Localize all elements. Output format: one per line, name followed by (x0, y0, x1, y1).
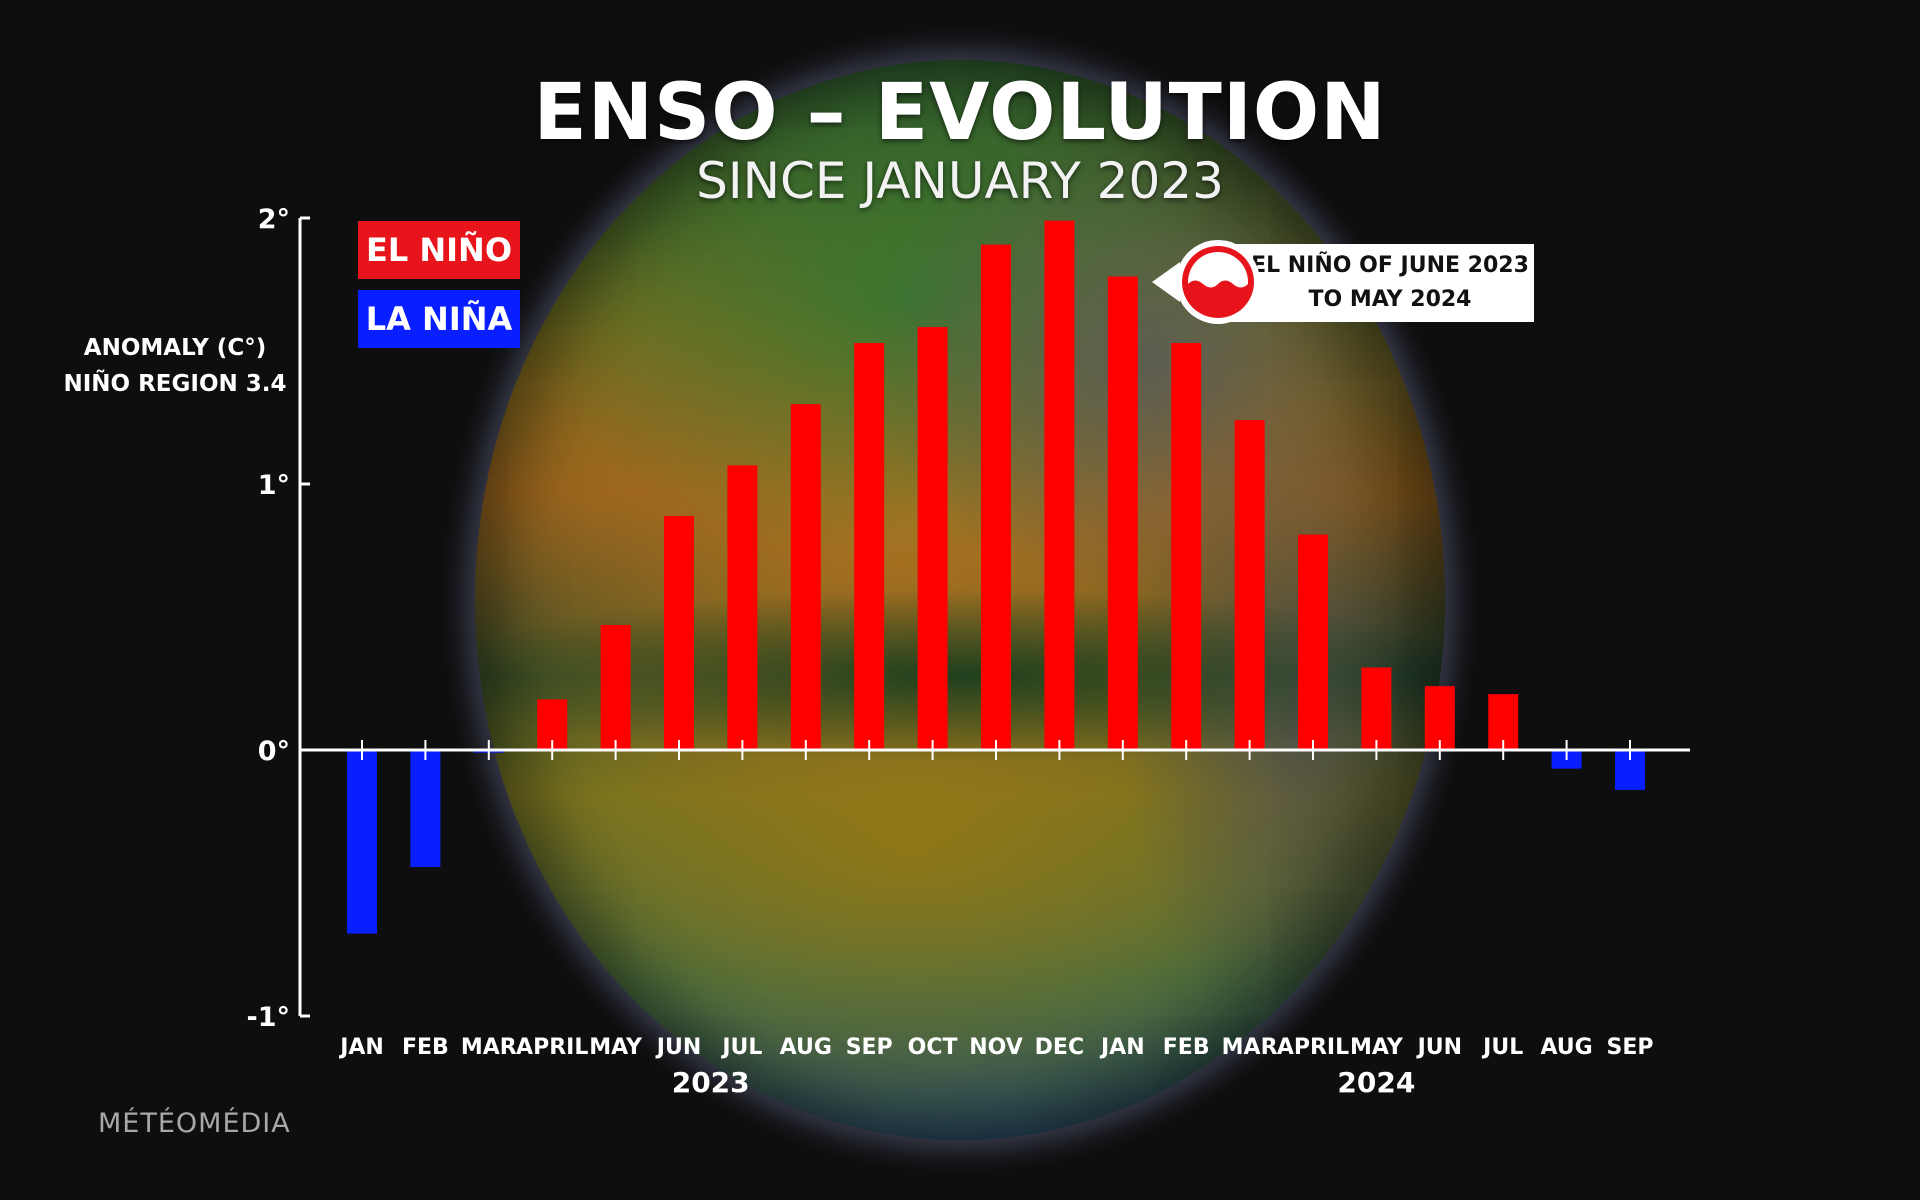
chart-subtitle: SINCE JANUARY 2023 (696, 152, 1224, 210)
x-tick-label-18: JUL (1481, 1035, 1523, 1060)
x-tick-label-9: OCT (908, 1035, 958, 1060)
x-tick-label-15: APRIL (1277, 1035, 1349, 1060)
el-nino-callout: EL NIÑO OF JUNE 2023 TO MAY 2024 (1150, 236, 1535, 324)
x-tick-label-10: NOV (969, 1035, 1023, 1060)
bar-1 (410, 750, 441, 868)
x-tick-label-0: JAN (338, 1035, 384, 1060)
x-tick-label-14: MAR (1222, 1035, 1278, 1060)
x-tick-label-5: JUN (655, 1035, 701, 1060)
y-axis-label-line-1: ANOMALY (C°) (83, 335, 267, 361)
callout-box: EL NIÑO OF JUNE 2023 TO MAY 2024 (1206, 244, 1534, 322)
bar-4 (600, 624, 631, 750)
bar-16 (1361, 667, 1392, 750)
y-tick-label: 0° (258, 736, 290, 767)
brand-logo: MÉTÉOMÉDIA (98, 1108, 291, 1139)
bar-6 (727, 465, 758, 750)
bar-11 (1044, 220, 1075, 750)
x-tick-label-6: JUL (720, 1035, 762, 1060)
bar-5 (664, 515, 694, 750)
x-tick-label-20: SEP (1607, 1035, 1654, 1060)
x-tick-label-16: MAY (1350, 1035, 1404, 1060)
x-tick-label-17: JUN (1416, 1035, 1462, 1060)
year-label-2023: 2023 (672, 1066, 750, 1099)
bar-13 (1171, 343, 1202, 750)
y-axis-label-line-2: NIÑO REGION 3.4 (63, 371, 287, 397)
bar-9 (917, 327, 948, 750)
callout-line-2: TO MAY 2024 (1308, 287, 1472, 312)
x-tick-label-8: SEP (846, 1035, 893, 1060)
callout-line-1: EL NIÑO OF JUNE 2023 (1251, 253, 1529, 278)
x-tick-label-7: AUG (780, 1035, 832, 1060)
x-tick-label-3: APRIL (516, 1035, 588, 1060)
year-label-2024: 2024 (1337, 1066, 1415, 1099)
ocean-wave-icon (1152, 240, 1260, 324)
bar-7 (790, 404, 821, 750)
x-tick-label-11: DEC (1035, 1035, 1084, 1060)
bar-8 (854, 343, 885, 750)
y-tick-label: 2° (258, 204, 290, 235)
y-axis-label: ANOMALY (C°) NIÑO REGION 3.4 (60, 330, 290, 402)
x-tick-label-2: MAR (461, 1035, 517, 1060)
x-tick-label-4: MAY (589, 1035, 643, 1060)
bar-14 (1234, 420, 1265, 750)
bar-17 (1424, 686, 1455, 750)
globe-background (475, 60, 1445, 1140)
chart-title: ENSO – EVOLUTION (533, 68, 1387, 158)
x-tick-label-1: FEB (402, 1035, 449, 1060)
y-tick-label: -1° (247, 1002, 291, 1033)
legend-la-nina: LA NIÑA (358, 290, 520, 348)
bar-12 (1107, 276, 1138, 750)
bar-15 (1298, 534, 1328, 750)
legend-el-nino: EL NIÑO (358, 221, 520, 279)
x-tick-label-13: FEB (1163, 1035, 1210, 1060)
bar-0 (347, 750, 377, 934)
y-tick-label: 1° (258, 470, 290, 501)
bar-10 (981, 244, 1011, 750)
x-tick-label-19: AUG (1540, 1035, 1592, 1060)
x-tick-label-12: JAN (1099, 1035, 1145, 1060)
